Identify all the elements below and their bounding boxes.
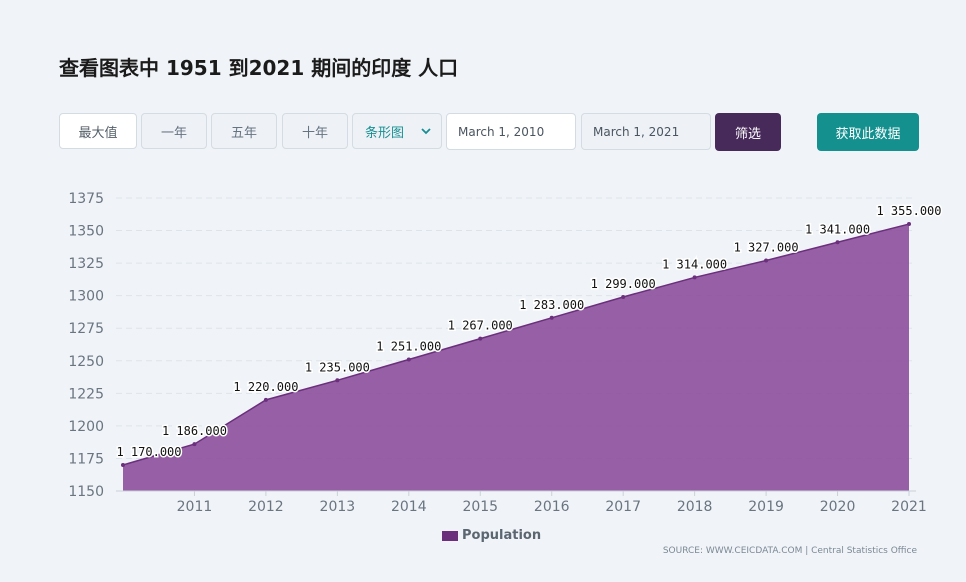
data-label: 1 186.000: [162, 424, 227, 438]
x-tick-label: 2017: [605, 499, 641, 515]
y-tick-label: 1175: [68, 451, 104, 467]
data-labels: 1 170.000 1 186.000 1 220.000 1 235.000 1 25…: [115, 203, 943, 467]
legend[interactable]: Population: [442, 528, 541, 543]
data-point: [621, 294, 626, 299]
data-label: 1 327.000: [734, 241, 799, 255]
y-tick-label: 1150: [68, 484, 104, 500]
y-tick-label: 1325: [68, 256, 104, 272]
y-tick-label: 1300: [68, 289, 104, 305]
source-credit: SOURCE: WWW.CEICDATA.COM | Central Stati…: [662, 546, 917, 556]
data-label: 1 251.000: [376, 339, 441, 353]
data-point: [335, 378, 340, 383]
data-label: 1 341.000: [805, 222, 870, 236]
data-point: [692, 275, 697, 280]
data-point: [835, 240, 840, 245]
date-to-input[interactable]: March 1, 2021: [581, 113, 711, 150]
data-label: 1 235.000: [305, 360, 370, 374]
axes: 1150 1175 1200 1225 1250 1275 1300 1325 1350 1375…: [68, 191, 926, 515]
data-point: [907, 222, 911, 227]
x-tick-label: 2018: [677, 499, 713, 515]
y-tick-label: 1250: [68, 354, 104, 370]
y-tick-label: 1275: [68, 321, 104, 337]
range-ten-year-button[interactable]: 十年: [282, 113, 348, 149]
series-area: [122, 223, 910, 492]
data-point: [478, 336, 483, 341]
chart-type-select[interactable]: 条形图: [352, 113, 442, 149]
series-population-line: [122, 223, 910, 466]
x-tick-label: 2020: [820, 499, 856, 515]
data-point: [192, 442, 197, 447]
series-population-area: [123, 224, 909, 492]
page-title: 查看图表中 1951 到2021 期间的印度 人口: [59, 56, 459, 80]
legend-swatch: [442, 530, 458, 541]
y-tick-label: 1200: [68, 419, 104, 435]
y-tick-label: 1375: [68, 191, 104, 207]
x-tick-label: 2013: [320, 499, 356, 515]
data-label: 1 299.000: [591, 277, 656, 291]
x-tick-label: 2021: [891, 499, 927, 515]
y-tick-label: 1225: [68, 386, 104, 402]
data-label: 1 283.000: [519, 298, 584, 312]
x-tick-label: 2016: [534, 499, 570, 515]
data-point: [121, 462, 125, 467]
filter-button[interactable]: 筛选: [715, 113, 781, 151]
data-label: 1 170.000: [116, 445, 181, 459]
chart-type-value: 条形图: [365, 125, 405, 141]
y-tick-label: 1350: [68, 224, 104, 240]
range-one-year-button[interactable]: 一年: [141, 113, 207, 149]
data-label: 1 355.000: [876, 204, 941, 218]
date-from-input[interactable]: March 1, 2010: [446, 113, 576, 150]
chevron-down-icon: [421, 128, 431, 135]
get-data-button[interactable]: 获取此数据: [817, 113, 919, 151]
data-label: 1 220.000: [233, 380, 298, 394]
range-five-year-button[interactable]: 五年: [211, 113, 277, 149]
data-label: 1 314.000: [662, 257, 727, 271]
x-tick-label: 2012: [248, 499, 284, 515]
data-label: 1 267.000: [448, 319, 513, 333]
x-tick-label: 2014: [391, 499, 427, 515]
data-point: [406, 357, 411, 362]
legend-label: Population: [462, 528, 542, 543]
data-point: [764, 258, 769, 263]
x-tick-label: 2019: [748, 499, 784, 515]
x-tick-label: 2011: [177, 499, 213, 515]
data-point: [549, 315, 554, 320]
x-tick-label: 2015: [462, 499, 498, 515]
range-max-button[interactable]: 最大值: [59, 113, 137, 149]
data-point: [263, 397, 268, 402]
